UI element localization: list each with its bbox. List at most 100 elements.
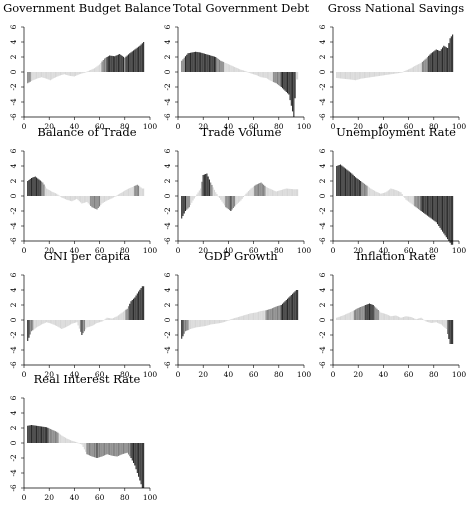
bar xyxy=(370,188,372,196)
bar xyxy=(141,43,143,72)
bar xyxy=(30,320,33,332)
bar xyxy=(289,72,291,101)
bar xyxy=(368,303,371,320)
y-tick-label: 6 xyxy=(163,24,172,29)
bar xyxy=(206,54,208,72)
bar xyxy=(141,443,143,488)
bar xyxy=(100,196,102,205)
bar xyxy=(135,185,137,196)
bar xyxy=(450,320,452,344)
bar xyxy=(290,72,292,106)
y-tick-label: -2 xyxy=(9,207,18,215)
bar xyxy=(239,69,241,72)
bar xyxy=(213,189,216,196)
bar xyxy=(203,53,205,72)
bar xyxy=(423,319,425,321)
bar xyxy=(373,306,376,320)
bar xyxy=(47,72,49,80)
bar xyxy=(392,72,394,74)
bar xyxy=(52,320,54,325)
bar xyxy=(48,190,50,196)
bar xyxy=(269,72,271,81)
x-tick-label: 0 xyxy=(176,122,181,131)
bar xyxy=(278,190,280,196)
bar xyxy=(77,196,79,201)
x-tick-label: 80 xyxy=(120,246,130,255)
bar xyxy=(258,183,260,196)
bar xyxy=(449,38,451,72)
bar xyxy=(342,315,344,320)
bar xyxy=(371,304,373,320)
bar xyxy=(293,72,295,117)
bar xyxy=(222,61,224,72)
x-tick-label: 60 xyxy=(95,246,105,255)
bar xyxy=(56,72,58,77)
bar xyxy=(444,196,446,236)
bar xyxy=(251,313,253,320)
bar xyxy=(256,72,258,76)
bar xyxy=(443,196,445,234)
bar xyxy=(39,320,41,326)
bar xyxy=(212,320,214,325)
bar xyxy=(236,317,238,320)
bar xyxy=(343,167,345,196)
y-tick-label: -6 xyxy=(163,113,172,121)
bar xyxy=(107,196,109,200)
y-tick-label: -4 xyxy=(9,222,18,230)
bar xyxy=(376,308,378,320)
bar xyxy=(290,189,292,196)
bar xyxy=(38,320,40,326)
bar xyxy=(39,180,41,196)
bar xyxy=(117,315,119,320)
bar xyxy=(264,185,266,196)
bar xyxy=(252,186,255,196)
bar xyxy=(57,320,59,327)
y-tick-label: 6 xyxy=(318,148,327,153)
bar xyxy=(220,60,222,72)
bar xyxy=(201,320,203,327)
panel-title: Unemployment Rate xyxy=(336,125,456,139)
y-tick-label: 4 xyxy=(9,410,18,415)
bar xyxy=(370,304,372,320)
bar xyxy=(268,188,270,196)
bar xyxy=(435,320,437,323)
bar xyxy=(397,72,399,74)
bar xyxy=(394,315,396,320)
bar xyxy=(260,182,262,196)
bar xyxy=(69,196,72,201)
bar xyxy=(266,309,268,320)
bar xyxy=(76,72,78,76)
bar xyxy=(43,184,45,196)
x-tick-label: 0 xyxy=(331,122,336,131)
bar xyxy=(182,59,184,72)
x-tick-label: 80 xyxy=(120,122,130,131)
bar xyxy=(382,313,384,320)
bar xyxy=(37,320,39,327)
bar xyxy=(91,196,93,208)
bar xyxy=(223,62,226,72)
y-tick-label: 0 xyxy=(9,317,18,322)
bar xyxy=(111,443,113,456)
bar xyxy=(283,72,285,90)
bar xyxy=(271,189,273,196)
x-tick-label: 100 xyxy=(452,122,467,131)
bar xyxy=(283,302,285,320)
bar xyxy=(394,189,396,196)
bar xyxy=(367,304,369,320)
bar xyxy=(247,191,250,196)
bar xyxy=(263,310,265,320)
bar xyxy=(293,292,295,320)
bar xyxy=(186,320,188,331)
bar xyxy=(88,196,90,205)
bar xyxy=(405,70,407,72)
bar xyxy=(382,72,384,76)
bar xyxy=(235,196,237,205)
bar xyxy=(225,320,227,322)
bar xyxy=(130,301,132,320)
bar xyxy=(104,58,106,72)
bar xyxy=(216,320,218,324)
bar xyxy=(115,55,117,72)
bar xyxy=(111,55,113,72)
bar xyxy=(360,72,362,79)
